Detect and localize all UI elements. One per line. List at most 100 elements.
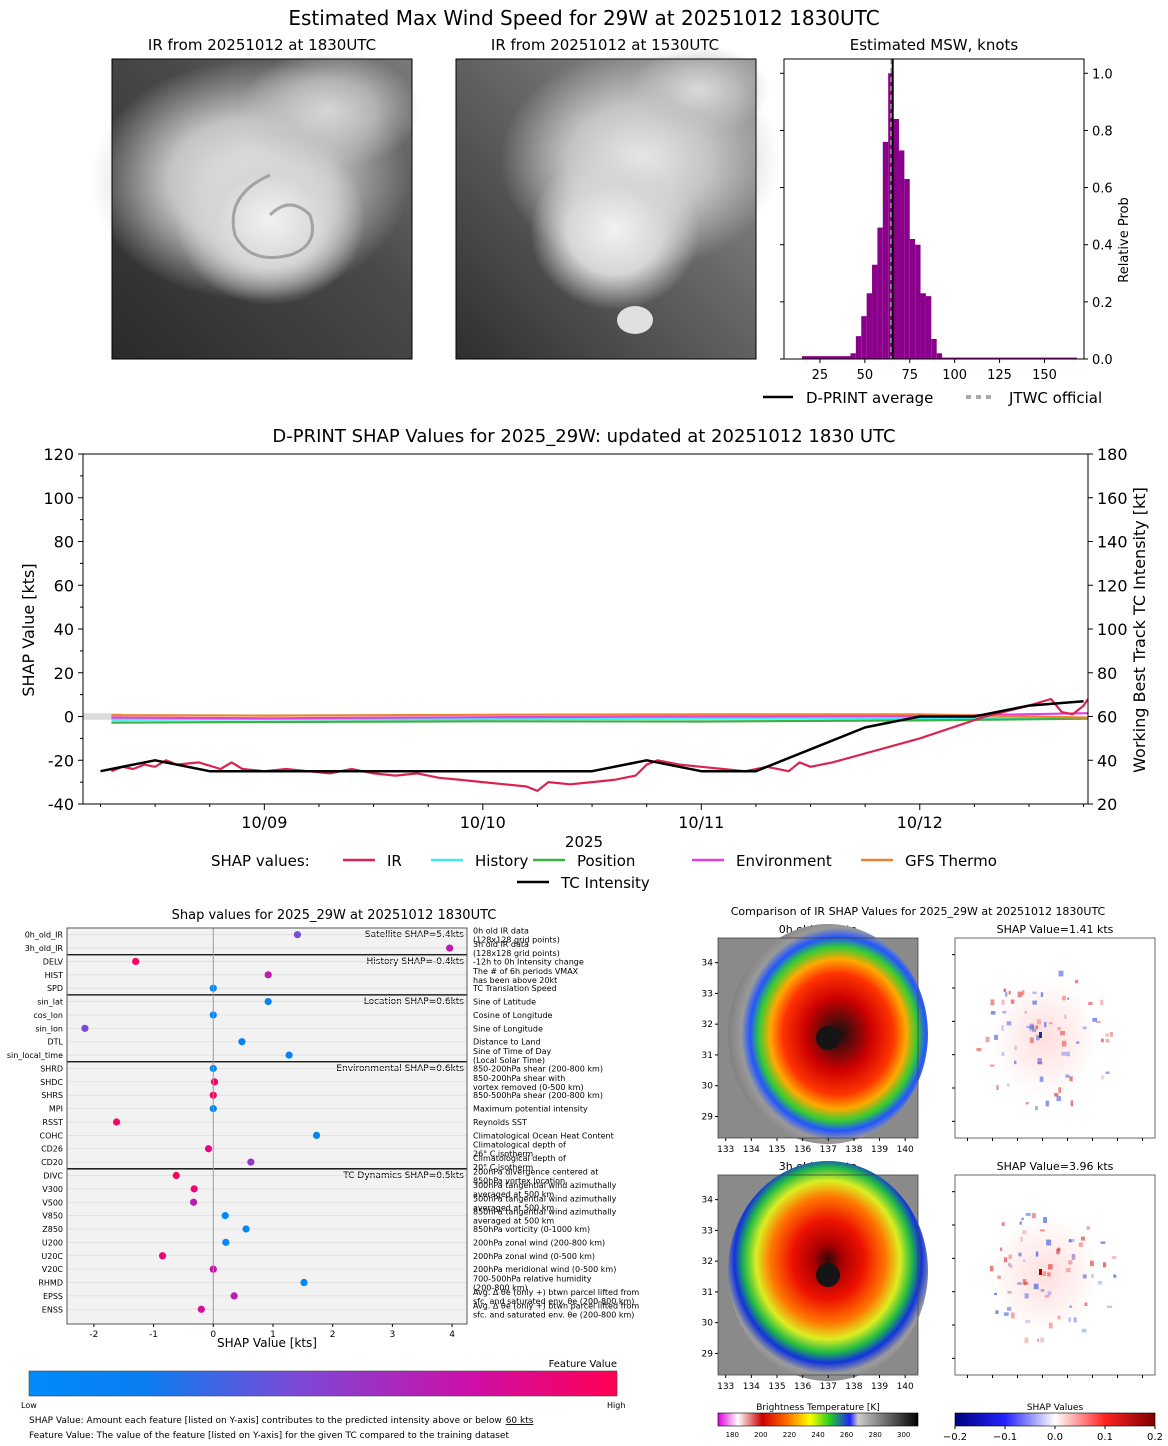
feature-desc2: averaged at 500 km xyxy=(473,1217,554,1226)
ytick-label: -40 xyxy=(48,795,74,814)
shap-pixel xyxy=(1100,999,1104,1006)
shap-pixel xyxy=(1112,1256,1117,1260)
shap-pixel xyxy=(1031,1213,1036,1219)
feature-desc: Reynolds SST xyxy=(473,1118,527,1127)
hist-xtick-label: 75 xyxy=(901,368,918,383)
legend-jtwc-official: JTWC official xyxy=(1008,389,1102,407)
feature-name: SHDC xyxy=(40,1078,63,1087)
hist-bar xyxy=(931,339,937,359)
feature-desc: 850-200hPa shear (200-800 km) xyxy=(473,1064,603,1073)
shap-pixel xyxy=(1025,1212,1031,1217)
shap-pixel xyxy=(1035,1025,1038,1030)
y2tick-label: 40 xyxy=(1097,751,1117,770)
lon-tick-label: 139 xyxy=(871,1382,888,1392)
bt-tick-label: 260 xyxy=(840,1431,853,1439)
hist-ytick-label: 0.8 xyxy=(1092,124,1113,139)
shap-pixel xyxy=(1014,1045,1017,1050)
feature-name: cos_lon xyxy=(33,1011,63,1020)
feature-name: CD20 xyxy=(41,1158,63,1167)
shap-pixel xyxy=(1024,1010,1027,1014)
series-line-position xyxy=(111,717,1089,724)
feature-dot xyxy=(247,1158,255,1166)
hist-xtick-label: 125 xyxy=(987,368,1012,383)
shap-pixel xyxy=(1001,1025,1004,1031)
lat-tick-label: 29 xyxy=(702,1349,714,1359)
shap-pixel xyxy=(1025,1320,1030,1323)
shap-pixel xyxy=(1057,1247,1061,1252)
shap-pixel xyxy=(1105,1071,1110,1074)
lon-tick-label: 138 xyxy=(845,1145,862,1155)
feature-name: V300 xyxy=(42,1185,63,1194)
feature-name: DELV xyxy=(43,957,64,966)
shap-pixel xyxy=(1056,1096,1061,1102)
shap-pixel xyxy=(1088,1001,1093,1006)
lat-tick-label: 30 xyxy=(702,1082,714,1092)
timeseries-xlabel: 2025 xyxy=(565,833,603,851)
shap-pixel xyxy=(1024,1337,1029,1344)
lat-tick-label: 33 xyxy=(702,989,713,999)
shap-pixel xyxy=(1102,1262,1107,1268)
footnote-shap-threshold: 60 kts xyxy=(506,1416,534,1426)
hist-legend: D-PRINT average JTWC official xyxy=(763,389,1102,407)
shap-pixel xyxy=(1069,1305,1073,1308)
feature-name: V850 xyxy=(42,1212,63,1221)
feature-name: DIVC xyxy=(43,1172,63,1181)
shap-pixel xyxy=(1089,1260,1094,1267)
ir-eye xyxy=(816,1263,840,1287)
feature-dot xyxy=(197,1305,205,1313)
feature-xtick-label: 0 xyxy=(210,1330,216,1340)
shap-pixel xyxy=(1018,1252,1022,1257)
hist-xtick-label: 150 xyxy=(1032,368,1057,383)
shap-pixel xyxy=(1101,1038,1104,1043)
feature-dot xyxy=(132,957,140,966)
hist-bar xyxy=(942,357,1077,359)
shap-peak xyxy=(1039,1269,1042,1275)
legend-label: TC Intensity xyxy=(560,874,650,892)
y2tick-label: 100 xyxy=(1097,620,1128,639)
shap-colorbar xyxy=(954,1412,1156,1427)
shap-pixel xyxy=(1007,1291,1012,1294)
hist-bar xyxy=(915,244,921,359)
feature-dot xyxy=(204,1145,213,1153)
feature-dot xyxy=(230,1292,238,1300)
lon-tick-label: 136 xyxy=(794,1145,811,1155)
feature-name: SHRS xyxy=(41,1091,63,1100)
shap-tick-label: 0.2 xyxy=(1147,1432,1163,1443)
shap-colorbar-title: SHAP Values xyxy=(1027,1403,1084,1413)
feature-dot xyxy=(293,931,302,939)
shap-pixel xyxy=(1046,1239,1052,1246)
hist-bar xyxy=(925,296,932,359)
feature-name: EPSS xyxy=(43,1292,63,1301)
shap-pixel xyxy=(1006,1021,1012,1026)
shap-pixel xyxy=(1069,1238,1072,1243)
lon-tick-label: 135 xyxy=(768,1382,785,1392)
lon-tick-label: 137 xyxy=(820,1145,837,1155)
shap-pixel xyxy=(1081,1328,1087,1333)
colorbar-title: Feature Value xyxy=(549,1359,617,1370)
feature-name: sin_local_time xyxy=(7,1051,63,1060)
feature-name: sin_lon xyxy=(35,1024,63,1033)
feature-desc: Sine of Longitude xyxy=(473,1024,543,1033)
shap-pixel xyxy=(1057,1315,1061,1320)
shap-panel-title: SHAP Value=3.96 kts xyxy=(997,1160,1114,1173)
hist-bar xyxy=(872,264,878,359)
shap-pixel xyxy=(976,1047,982,1052)
series-line-gfs-thermo xyxy=(111,713,1089,719)
shap-pixel xyxy=(1040,992,1044,997)
lon-tick-label: 134 xyxy=(743,1382,760,1392)
map-frame xyxy=(717,937,919,1139)
shap-pixel xyxy=(990,999,995,1006)
shap-pixel xyxy=(1040,1289,1045,1292)
shap-pixel xyxy=(1078,1242,1083,1247)
ytick-label: 100 xyxy=(43,489,74,508)
shap-pixel xyxy=(1025,1102,1029,1105)
lon-tick-label: 139 xyxy=(871,1145,888,1155)
ir-previous-title: IR from 20251012 at 1530UTC xyxy=(491,36,719,54)
hist-bar xyxy=(877,227,883,359)
shap-pixel xyxy=(1068,1260,1073,1265)
feature-desc: 850-200hPa shear with xyxy=(473,1074,565,1083)
hist-ytick-label: 1.0 xyxy=(1092,67,1113,82)
feature-desc: TC Translation Speed xyxy=(472,984,557,993)
feature-dot xyxy=(300,1278,308,1287)
shap-pixel xyxy=(1044,1294,1050,1298)
